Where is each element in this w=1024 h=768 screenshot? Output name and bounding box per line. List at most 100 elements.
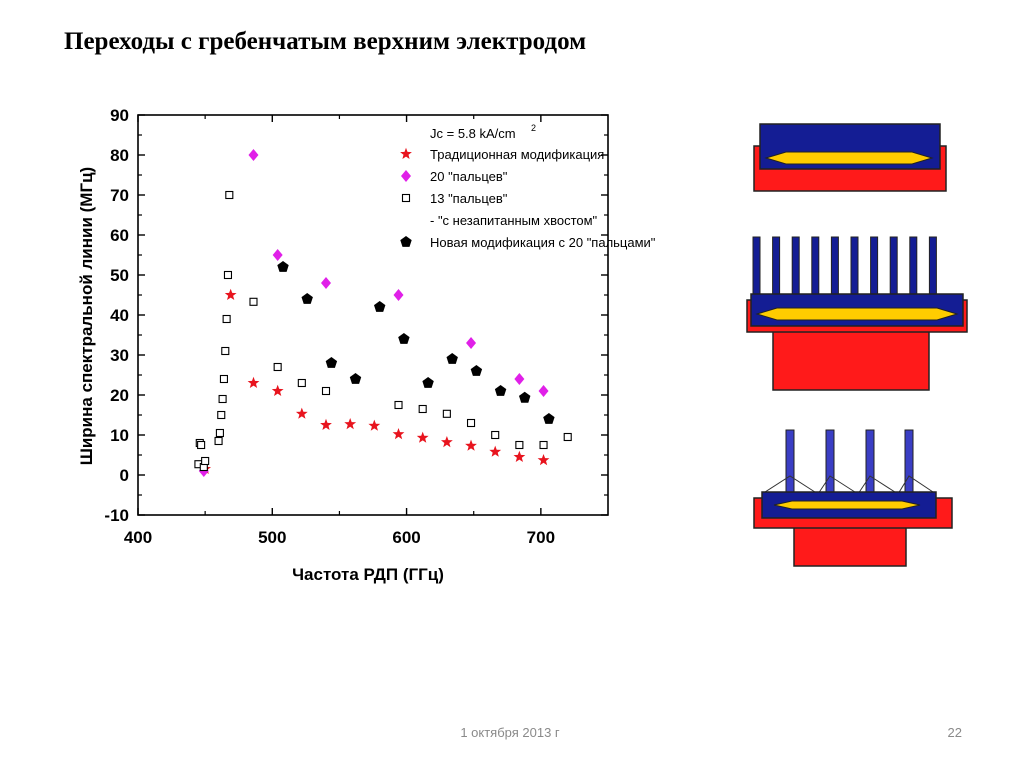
data-point (224, 288, 237, 300)
data-point (394, 400, 403, 410)
data-point (543, 413, 555, 424)
data-point (398, 333, 410, 344)
comb-finger (830, 236, 839, 298)
data-point (321, 277, 331, 289)
data-point (514, 373, 525, 385)
data-point (470, 365, 483, 376)
data-point (513, 450, 526, 462)
data-point (515, 440, 524, 450)
data-point (218, 394, 227, 404)
y-tick-label: 0 (120, 466, 129, 485)
x-tick-label: 600 (392, 528, 420, 547)
data-point (219, 374, 228, 384)
comb-finger (909, 236, 918, 298)
data-point (563, 432, 572, 442)
comb-finger (752, 236, 761, 298)
tail-fingers (761, 429, 937, 495)
data-point (418, 404, 427, 414)
data-point (301, 293, 313, 304)
chart-axes: -10 0 10 20 30 40 50 60 70 80 90 400 500 600 700 (104, 106, 609, 547)
legend-marker (401, 170, 411, 182)
data-point (466, 418, 476, 428)
legend-header-superscript: 2 (531, 123, 536, 133)
legend-note: - "с незапитанным хвостом" (430, 213, 598, 228)
tail-finger (904, 429, 914, 495)
data-point (277, 261, 289, 272)
y-tick-label: 70 (110, 186, 129, 205)
data-point (494, 385, 507, 396)
chart-series-layer (194, 149, 572, 477)
series-star (199, 288, 550, 474)
series-pentagon (277, 261, 555, 424)
slide-title: Переходы с гребенчатым верхним электродо… (64, 28, 587, 55)
data-point (539, 440, 548, 450)
data-point (422, 377, 434, 388)
bottom-electrode-base (793, 525, 907, 567)
data-point (247, 376, 260, 388)
data-point (217, 410, 226, 420)
y-tick-label: -10 (104, 506, 129, 525)
data-point (368, 419, 381, 431)
tail-finger (865, 429, 875, 495)
comb-finger (928, 236, 937, 298)
legend-header: Jc = 5.8 kA/cm (430, 126, 516, 141)
y-tick-label: 60 (110, 226, 129, 245)
data-point (221, 346, 230, 356)
data-point (374, 301, 386, 312)
comb-finger (772, 236, 781, 298)
tunnel-barrier (773, 500, 921, 510)
data-point (416, 431, 429, 443)
data-point (537, 454, 550, 466)
data-point (393, 289, 404, 301)
data-point (320, 418, 332, 430)
data-point (297, 378, 306, 388)
data-point (446, 353, 458, 364)
data-point (225, 190, 234, 200)
data-point (201, 456, 210, 466)
data-point (441, 436, 453, 448)
junction-diagram-comb (746, 236, 968, 391)
legend-marker (400, 147, 412, 159)
chart-legend: Jc = 5.8 kA/cm 2 Традиционная модификация 2… (400, 123, 656, 250)
scatter-chart: -10 0 10 20 30 40 50 60 70 80 90 400 500 600 700 Jc = … (77, 106, 656, 584)
y-tick-label: 30 (110, 346, 129, 365)
y-tick-label: 90 (110, 106, 129, 125)
data-point (392, 428, 405, 440)
junction-diagram-traditional (753, 123, 947, 192)
legend-marker (401, 193, 411, 203)
comb-finger (850, 236, 859, 298)
comb-finger (870, 236, 879, 298)
data-point (271, 384, 284, 396)
data-point (442, 409, 451, 418)
y-axis-label: Ширина спектральной линии (МГц) (77, 167, 96, 465)
data-point (466, 337, 477, 349)
page-number: 22 (947, 725, 962, 740)
junction-diagram-tail (753, 429, 953, 567)
series-open-square (194, 190, 572, 472)
data-point (321, 386, 331, 396)
legend-entry: 20 "пальцев" (430, 169, 508, 184)
x-axis-label: Частота РДП (ГГц) (292, 565, 444, 584)
legend-entry: Традиционная модификация (430, 147, 604, 162)
comb-finger (791, 236, 800, 298)
data-point (214, 436, 223, 446)
data-point (295, 407, 308, 419)
comb-finger (889, 236, 898, 298)
comb-fingers (752, 236, 937, 298)
bottom-electrode-base (772, 329, 930, 391)
tunnel-barrier (755, 307, 959, 321)
legend-marker (400, 236, 412, 247)
comb-finger (811, 236, 820, 298)
data-point (489, 445, 502, 457)
footer-date: 1 октября 2013 г (460, 725, 560, 740)
x-tick-label: 700 (527, 528, 555, 547)
data-point (325, 357, 338, 368)
data-point (538, 385, 549, 397)
data-point (349, 373, 362, 384)
data-point (197, 440, 206, 450)
data-point (248, 149, 259, 161)
data-point (465, 439, 477, 451)
plot-frame (137, 114, 609, 516)
y-tick-label: 50 (110, 266, 129, 285)
data-point (215, 428, 224, 438)
